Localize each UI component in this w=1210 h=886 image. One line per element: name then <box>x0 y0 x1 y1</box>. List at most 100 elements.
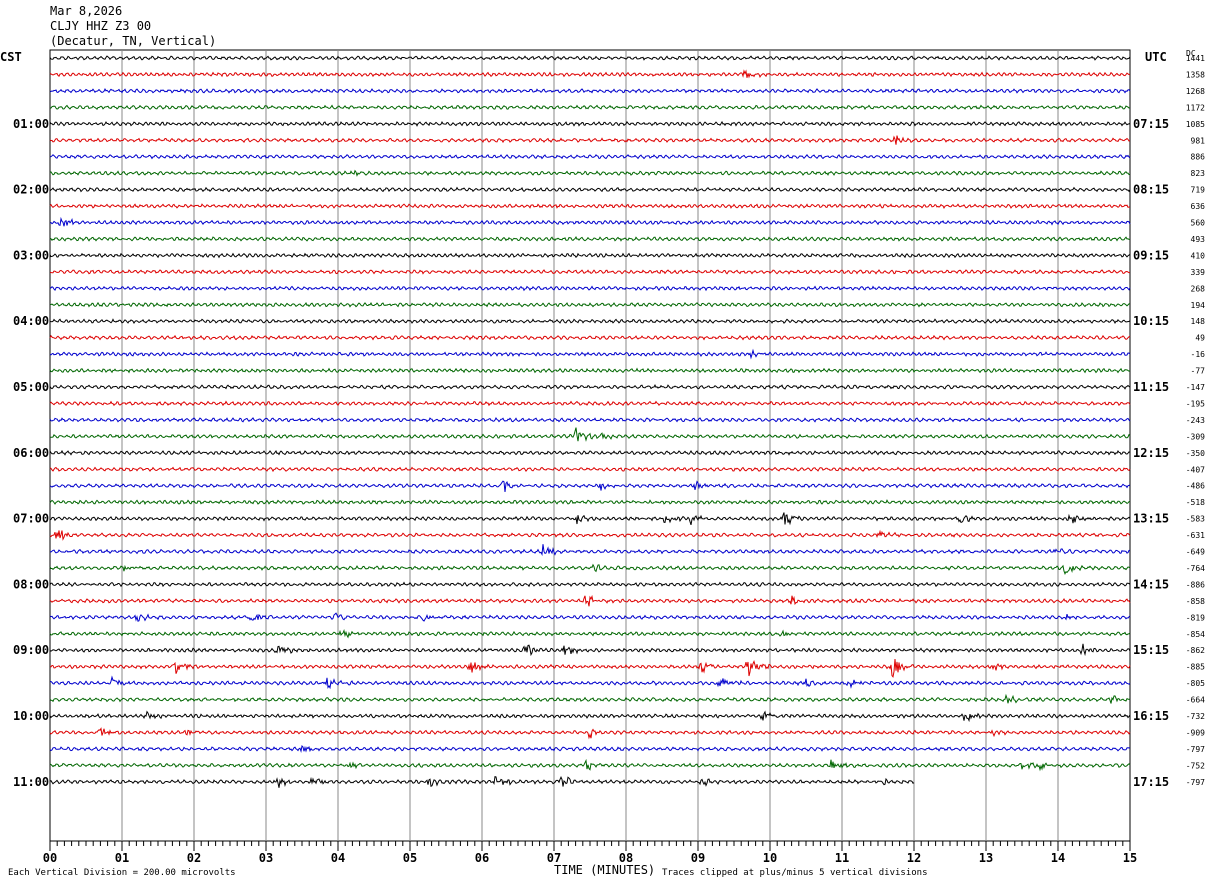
minute-gridlines <box>49 49 1131 842</box>
dc-offset-label: 719 <box>1191 186 1206 195</box>
dc-offset-label: 886 <box>1191 153 1206 162</box>
trace-row-33 <box>49 594 1131 607</box>
utc-hour-label: 09:15 <box>1133 248 1169 262</box>
x-tick-label: 15 <box>1123 851 1137 865</box>
trace-row-40 <box>49 710 1131 723</box>
cst-hour-label: 09:00 <box>13 643 49 657</box>
cst-hour-label: 01:00 <box>13 117 49 131</box>
trace-row-25 <box>49 466 1131 473</box>
trace-row-16 <box>49 318 1131 325</box>
trace-row-28 <box>49 512 1131 526</box>
utc-hour-label: 08:15 <box>1133 183 1169 197</box>
trace-row-5 <box>49 135 1131 145</box>
dc-offset-label: -649 <box>1186 548 1205 557</box>
trace-row-17 <box>49 334 1131 341</box>
trace-row-11 <box>49 236 1130 242</box>
dc-offset-label: 1085 <box>1186 120 1205 129</box>
utc-hour-label: 15:15 <box>1133 643 1169 657</box>
trace-row-3 <box>49 104 1131 111</box>
location-label: (Decatur, TN, Vertical) <box>50 34 217 48</box>
trace-row-32 <box>49 581 1131 588</box>
trace-row-44 <box>49 775 915 788</box>
trace-row-31 <box>49 563 1131 575</box>
dc-offset-label: 410 <box>1191 251 1206 260</box>
trace-row-2 <box>49 88 1131 94</box>
dc-offset-label: -583 <box>1186 515 1205 524</box>
cst-hour-label: 10:00 <box>13 709 49 723</box>
trace-row-22 <box>49 417 1131 423</box>
dc-offset-label: -77 <box>1191 367 1206 376</box>
utc-hour-label: 16:15 <box>1133 709 1169 723</box>
dc-offset-label: 49 <box>1195 334 1205 343</box>
trace-row-18 <box>49 348 1131 360</box>
trace-row-34 <box>49 612 1131 622</box>
x-tick-label: 05 <box>403 851 417 865</box>
trace-row-29 <box>49 529 1131 541</box>
dc-offset-label: -243 <box>1186 416 1205 425</box>
time-axis: 00 01 02 03 04 05 06 07 08 09 10 11 12 13 14 15 <box>43 841 1137 865</box>
cst-hour-label: 11:00 <box>13 775 49 789</box>
dc-offset-label: -631 <box>1186 531 1205 540</box>
x-tick-label: 02 <box>187 851 201 865</box>
x-tick-label: 04 <box>331 851 345 865</box>
dc-offset-label: -732 <box>1186 712 1205 721</box>
dc-offset-label: -664 <box>1186 696 1205 705</box>
trace-row-8 <box>49 186 1131 193</box>
trace-row-10 <box>49 216 1131 227</box>
dc-offset-label: -764 <box>1186 564 1205 573</box>
x-tick-label: 01 <box>115 851 129 865</box>
dc-offset-label: 823 <box>1191 169 1206 178</box>
trace-row-26 <box>49 480 1131 492</box>
trace-row-15 <box>49 301 1131 308</box>
dc-offset-label: -518 <box>1186 498 1205 507</box>
trace-row-24 <box>49 449 1131 456</box>
cst-hour-label: 07:00 <box>13 512 49 526</box>
dc-offset-label: 560 <box>1191 219 1206 228</box>
x-tick-label: 03 <box>259 851 273 865</box>
utc-hour-label: 11:15 <box>1133 380 1169 394</box>
x-tick-label: 13 <box>979 851 993 865</box>
dc-offset-label: 1268 <box>1186 87 1205 96</box>
cst-timezone-label: CST <box>0 50 22 64</box>
trace-row-20 <box>49 383 1131 390</box>
dc-offset-label: -819 <box>1186 613 1205 622</box>
cst-hour-label: 03:00 <box>13 248 49 262</box>
trace-row-23 <box>50 427 1131 442</box>
trace-row-42 <box>49 744 1131 754</box>
scale-note: Each Vertical Division = 200.00 microvol… <box>8 868 236 878</box>
trace-row-21 <box>49 400 1131 407</box>
x-tick-label: 12 <box>907 851 921 865</box>
dc-offset-label: -752 <box>1186 761 1205 770</box>
station-label: CLJY HHZ Z3 00 <box>50 19 152 33</box>
dc-offset-label: -885 <box>1186 663 1205 672</box>
clip-note: Traces clipped at plus/minus 5 vertical … <box>662 868 928 878</box>
dc-offset-label: -854 <box>1186 630 1205 639</box>
trace-row-12 <box>49 252 1131 259</box>
dc-label: DC <box>1186 49 1196 58</box>
x-tick-label: 09 <box>691 851 705 865</box>
utc-hour-label: 14:15 <box>1133 577 1169 591</box>
x-tick-label: 08 <box>619 851 633 865</box>
trace-row-14 <box>49 285 1131 292</box>
trace-row-1 <box>49 69 1131 79</box>
dc-offset-label: 148 <box>1191 317 1206 326</box>
dc-offset-label: -407 <box>1186 465 1205 474</box>
dc-offset-label: 636 <box>1191 202 1206 211</box>
x-axis-title: TIME (MINUTES) <box>554 863 656 877</box>
dc-offset-label: 1172 <box>1186 103 1205 112</box>
trace-row-6 <box>49 153 1131 160</box>
cst-hour-label: 05:00 <box>13 380 49 394</box>
dc-offset-label: 1358 <box>1186 70 1205 79</box>
trace-row-41 <box>49 727 1131 740</box>
dc-offset-label: -862 <box>1186 646 1205 655</box>
trace-row-39 <box>49 693 1131 704</box>
dc-offset-label: -797 <box>1186 745 1205 754</box>
utc-hour-label: 12:15 <box>1133 446 1169 460</box>
dc-offset-label: 1441 <box>1186 54 1205 63</box>
dc-offset-label: 194 <box>1191 301 1206 310</box>
dc-offset-label: 339 <box>1191 268 1206 277</box>
trace-row-43 <box>49 758 1131 772</box>
utc-hour-label: 07:15 <box>1133 117 1169 131</box>
trace-row-7 <box>49 169 1131 177</box>
utc-hour-label: 10:15 <box>1133 314 1169 328</box>
